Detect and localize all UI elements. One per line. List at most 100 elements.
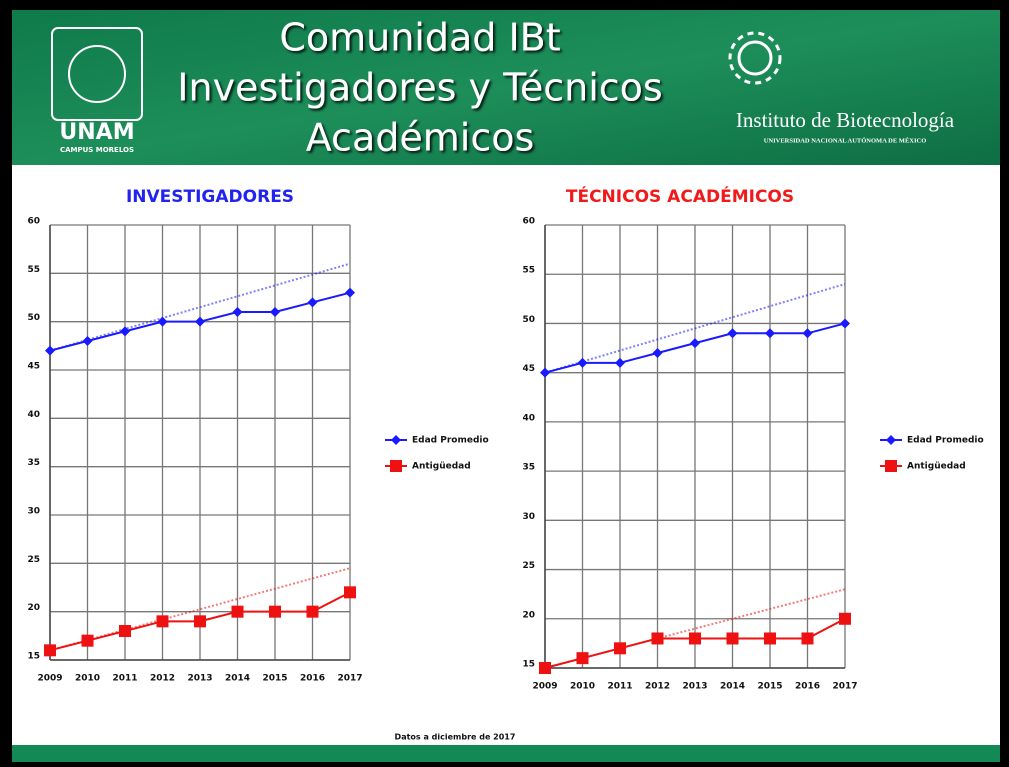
x-tick-label: 2010 xyxy=(75,674,100,684)
marker xyxy=(269,605,281,618)
ibt-logo xyxy=(728,31,782,85)
x-tick-label: 2009 xyxy=(37,674,62,684)
unam-label: UNAM xyxy=(59,120,134,145)
marker xyxy=(726,632,739,645)
marker xyxy=(195,316,205,327)
y-tick-label: 25 xyxy=(522,561,535,571)
marker xyxy=(802,328,813,339)
marker xyxy=(307,297,318,308)
university-name: UNIVERSIDAD NACIONAL AUTÓNOMA DE MÉXICO xyxy=(764,136,927,144)
marker xyxy=(539,662,551,674)
x-tick-label: 2014 xyxy=(225,674,250,684)
y-tick-label: 35 xyxy=(522,463,535,473)
marker xyxy=(885,460,897,472)
x-tick-label: 2012 xyxy=(645,682,670,692)
marker xyxy=(840,318,850,329)
legend-label: Edad Promedio xyxy=(907,436,984,446)
legend-label: Edad Promedio xyxy=(412,436,489,446)
y-tick-label: 50 xyxy=(522,315,535,325)
marker xyxy=(614,642,626,655)
footer-band xyxy=(12,745,1000,762)
y-tick-label: 15 xyxy=(522,660,535,670)
x-tick-label: 2015 xyxy=(262,674,287,684)
marker xyxy=(119,625,131,637)
marker xyxy=(839,612,851,625)
x-tick-label: 2011 xyxy=(607,682,632,692)
marker xyxy=(390,460,402,472)
legend-label: Antigüedad xyxy=(412,462,471,472)
marker xyxy=(306,605,319,618)
marker xyxy=(690,338,700,349)
y-tick-label: 45 xyxy=(27,362,40,372)
trendline xyxy=(49,262,351,352)
unam-crest xyxy=(51,27,143,121)
y-tick-label: 55 xyxy=(522,266,535,276)
footer-note: Datos a diciembre de 2017 xyxy=(395,733,516,742)
x-tick-label: 2017 xyxy=(832,682,857,692)
marker xyxy=(540,367,550,378)
y-tick-label: 45 xyxy=(522,364,535,374)
marker xyxy=(652,347,663,358)
y-tick-label: 55 xyxy=(27,265,40,275)
marker xyxy=(44,644,56,657)
marker xyxy=(231,605,244,618)
header-band xyxy=(12,10,1000,165)
y-tick-label: 60 xyxy=(522,217,535,227)
marker xyxy=(345,287,355,298)
marker xyxy=(156,615,169,628)
x-tick-label: 2016 xyxy=(300,674,325,684)
x-tick-label: 2017 xyxy=(337,674,362,684)
y-tick-label: 35 xyxy=(27,458,40,468)
chart-title: INVESTIGADORES xyxy=(126,187,294,207)
marker xyxy=(615,357,625,368)
y-tick-label: 20 xyxy=(522,610,535,620)
header-title-line: Académicos xyxy=(306,116,535,160)
marker xyxy=(764,632,776,645)
marker xyxy=(45,345,55,356)
marker xyxy=(391,435,401,445)
x-tick-label: 2013 xyxy=(187,674,212,684)
marker xyxy=(120,326,130,337)
y-tick-label: 15 xyxy=(27,652,40,662)
x-tick-label: 2015 xyxy=(757,682,782,692)
x-tick-label: 2013 xyxy=(682,682,707,692)
header-title-line: Investigadores y Técnicos xyxy=(177,66,662,110)
campus-label: CAMPUS MORELOS xyxy=(60,146,134,154)
marker xyxy=(232,307,243,317)
institute-name: Instituto de Biotecnología xyxy=(736,108,955,132)
y-tick-label: 20 xyxy=(27,603,40,613)
y-tick-label: 50 xyxy=(27,313,40,323)
y-tick-label: 30 xyxy=(27,507,40,517)
y-tick-label: 60 xyxy=(27,217,40,227)
marker xyxy=(576,652,589,665)
unam-crest-emblem xyxy=(68,45,126,103)
marker xyxy=(886,435,896,445)
x-tick-label: 2016 xyxy=(795,682,820,692)
marker xyxy=(765,328,775,339)
x-tick-label: 2011 xyxy=(112,674,137,684)
marker xyxy=(689,632,701,645)
x-tick-label: 2009 xyxy=(532,682,557,692)
marker xyxy=(82,336,93,346)
x-tick-label: 2014 xyxy=(720,682,745,692)
x-tick-label: 2012 xyxy=(150,674,175,684)
y-tick-label: 30 xyxy=(522,512,535,522)
marker xyxy=(157,316,168,327)
y-tick-label: 40 xyxy=(27,410,40,420)
marker xyxy=(651,632,664,645)
marker xyxy=(801,632,814,645)
y-tick-label: 40 xyxy=(522,413,535,423)
marker xyxy=(81,634,94,647)
x-tick-label: 2010 xyxy=(570,682,595,692)
y-tick-label: 25 xyxy=(27,555,40,565)
chart-title: TÉCNICOS ACADÉMICOS xyxy=(566,185,794,207)
header-title-line: Comunidad IBt xyxy=(279,16,560,60)
legend-label: Antigüedad xyxy=(907,462,966,472)
marker xyxy=(194,615,206,628)
trendline xyxy=(544,283,846,374)
marker xyxy=(344,586,356,599)
marker xyxy=(577,357,588,368)
marker xyxy=(270,307,280,317)
marker xyxy=(727,328,738,339)
